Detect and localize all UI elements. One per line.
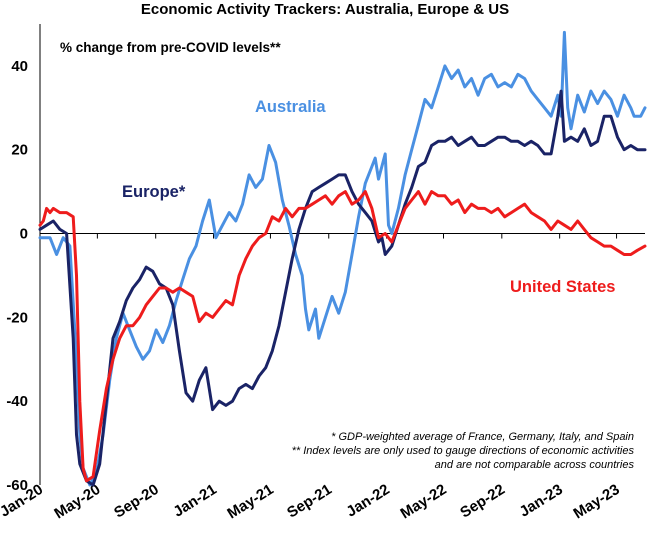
x-tick-label: May-23 <box>571 481 623 522</box>
series-line-united-states <box>38 190 647 483</box>
footnote-2: ** Index levels are only used to gauge d… <box>292 445 635 457</box>
y-tick-label: 0 <box>20 226 28 243</box>
x-axis-tick-marks <box>39 233 618 239</box>
footnote-3: and are not comparable across countries <box>435 459 635 471</box>
series-line-europe <box>38 89 647 487</box>
series-label-united-states: United States <box>510 278 615 296</box>
x-tick-label: May-22 <box>397 481 449 522</box>
y-tick-label: -20 <box>6 309 28 326</box>
x-tick-label: May-20 <box>51 481 103 522</box>
series-line-australia <box>38 30 647 487</box>
x-tick-label: May-21 <box>224 481 276 522</box>
series-lines <box>38 30 647 487</box>
x-tick-label: Jan-21 <box>170 481 219 521</box>
y-tick-label: -60 <box>6 477 28 494</box>
series-label-europe: Europe* <box>122 183 186 201</box>
chart-subtitle: % change from pre-COVID levels** <box>60 40 281 55</box>
y-axis-tick-labels: -60 -40 -20 0 20 40 <box>6 58 28 494</box>
y-tick-label: 20 <box>11 142 28 159</box>
x-tick-label: Jan-23 <box>516 481 565 521</box>
x-tick-label: Sep-20 <box>111 481 162 521</box>
chart-title: Economic Activity Trackers: Australia, E… <box>141 1 509 18</box>
x-tick-label: Sep-22 <box>457 481 508 521</box>
x-axis-tick-labels: Jan-20 May-20 Sep-20 Jan-21 May-21 Sep-21 Jan-… <box>0 481 623 522</box>
y-tick-label: 40 <box>11 58 28 75</box>
footnote-1: * GDP-weighted average of France, German… <box>331 431 634 443</box>
x-tick-label: Sep-21 <box>284 481 335 521</box>
x-tick-label: Jan-22 <box>343 481 392 521</box>
series-label-australia: Australia <box>255 98 326 116</box>
y-tick-label: -40 <box>6 393 28 410</box>
